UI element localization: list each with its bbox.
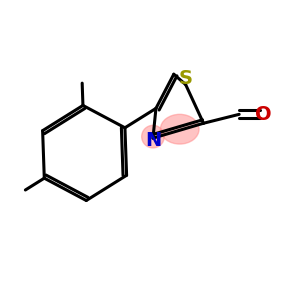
Text: S: S <box>179 69 193 88</box>
Text: O: O <box>255 105 272 124</box>
Ellipse shape <box>160 114 199 144</box>
Text: N: N <box>145 131 161 150</box>
Ellipse shape <box>142 125 164 148</box>
